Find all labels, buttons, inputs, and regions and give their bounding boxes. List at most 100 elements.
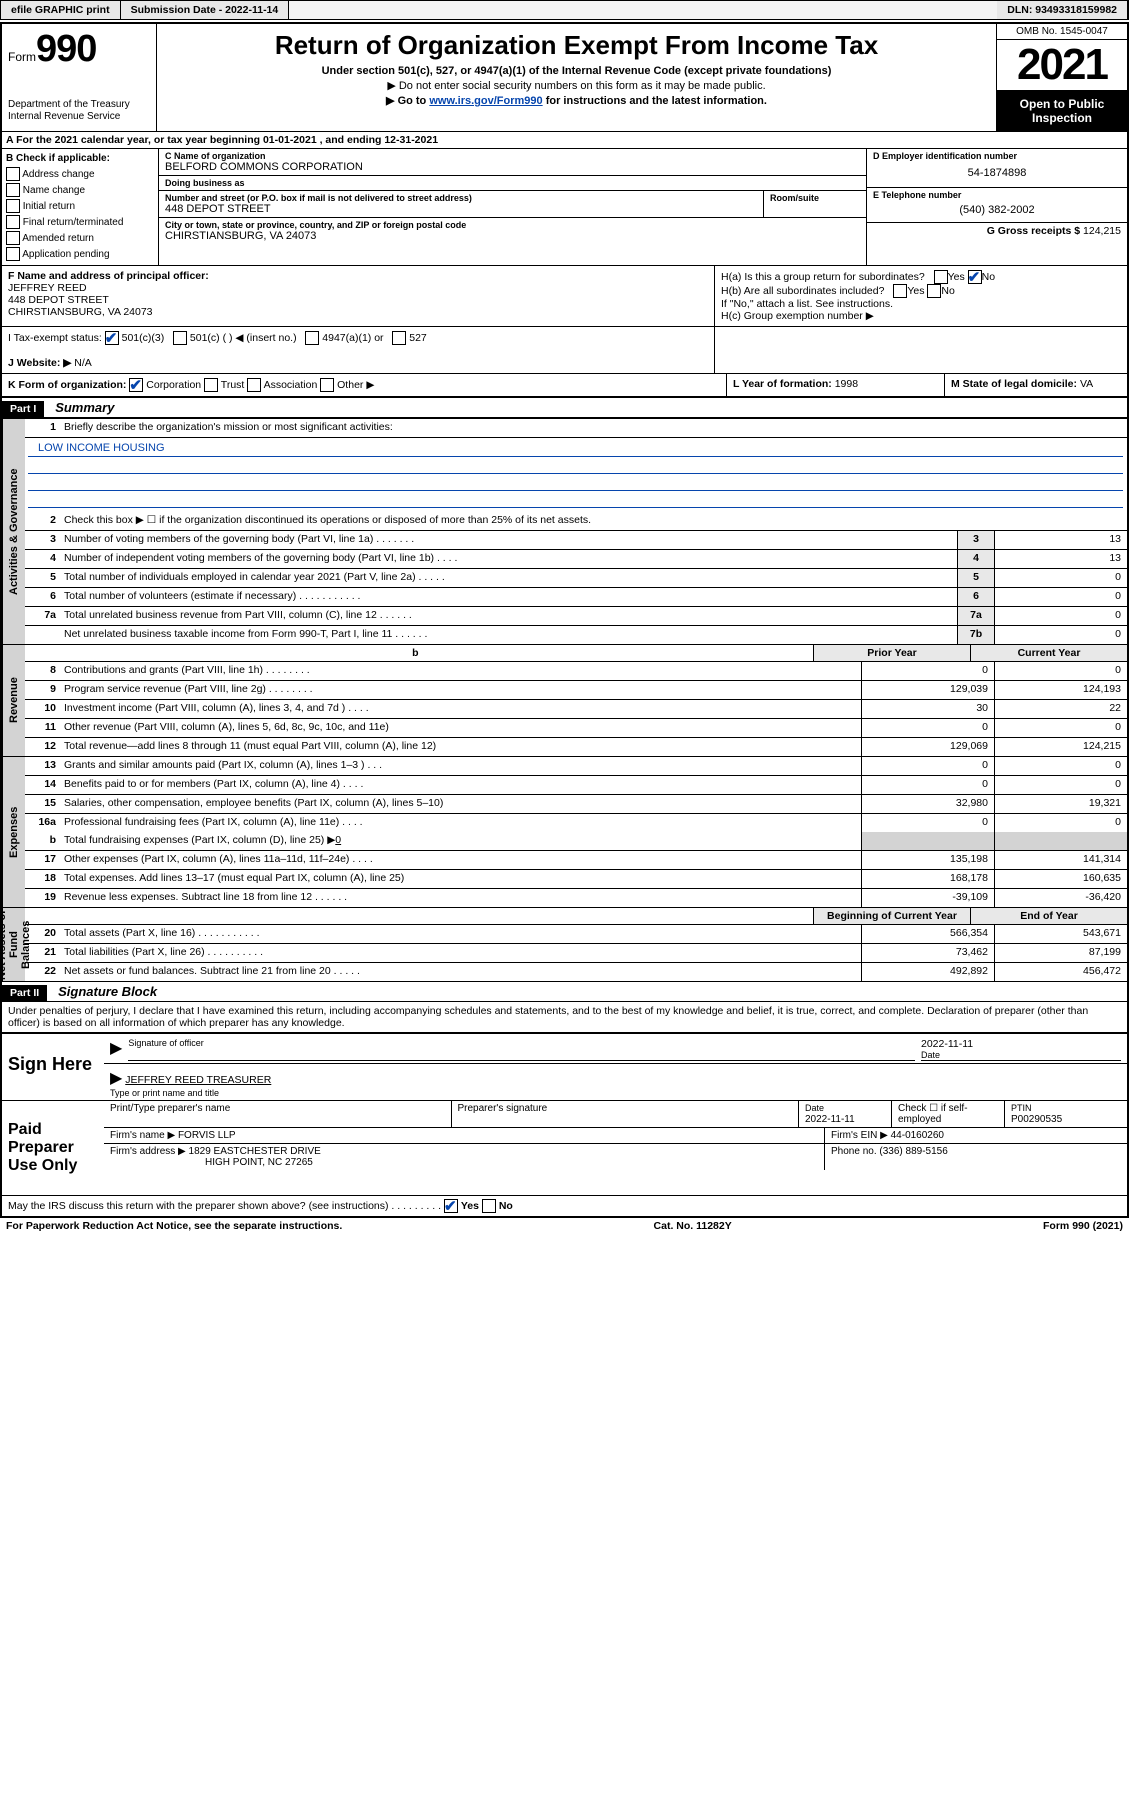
self-employed: Check ☐ if self-employed: [892, 1101, 1005, 1127]
part1-title: Summary: [47, 398, 122, 417]
name-title-label: Type or print name and title: [110, 1088, 1121, 1098]
officer-street: 448 DEPOT STREET: [8, 294, 109, 306]
discuss-row: May the IRS discuss this return with the…: [2, 1195, 1127, 1216]
assoc-checkbox[interactable]: [247, 378, 261, 392]
prep-sig-label: Preparer's signature: [452, 1101, 800, 1127]
paid-preparer-block: Paid Preparer Use Only Print/Type prepar…: [2, 1100, 1127, 1195]
trust-checkbox[interactable]: [204, 378, 218, 392]
gross-receipts-value: 124,215: [1083, 225, 1121, 237]
submission-date: Submission Date - 2022-11-14: [121, 1, 290, 19]
part2-tag: Part II: [2, 985, 47, 1001]
table-row: 16aProfessional fundraising fees (Part I…: [24, 814, 1127, 832]
sign-here-label: Sign Here: [2, 1034, 104, 1100]
table-row: 21Total liabilities (Part X, line 26) . …: [24, 944, 1127, 963]
gross-receipts-label: G Gross receipts $: [987, 225, 1080, 237]
4947-checkbox[interactable]: [305, 331, 319, 345]
state-domicile: VA: [1080, 378, 1093, 390]
row-klm: K Form of organization: Corporation Trus…: [2, 374, 1127, 397]
fundraising-total: 0: [335, 834, 341, 846]
date-label: Date: [921, 1050, 1121, 1060]
other-checkbox[interactable]: [320, 378, 334, 392]
application-pending-checkbox[interactable]: [6, 247, 20, 261]
table-row: 12Total revenue—add lines 8 through 11 (…: [24, 738, 1127, 756]
current-year-hdr: Current Year: [970, 645, 1127, 661]
firm-name: FORVIS LLP: [178, 1130, 236, 1141]
paid-preparer-label: Paid Preparer Use Only: [2, 1101, 104, 1195]
corp-checkbox[interactable]: [129, 378, 143, 392]
row-fh: F Name and address of principal officer:…: [2, 266, 1127, 327]
netassets-tab: Net Assets or Fund Balances: [2, 908, 25, 981]
subtitle-3: ▶ Go to www.irs.gov/Form990 for instruct…: [167, 94, 986, 107]
city-label: City or town, state or province, country…: [165, 220, 860, 230]
expenses-tab: Expenses: [2, 757, 25, 907]
hb-note: If "No," attach a list. See instructions…: [721, 298, 893, 310]
line2-text: Check this box ▶ ☐ if the organization d…: [60, 512, 1127, 530]
form-title-block: Return of Organization Exempt From Incom…: [157, 24, 996, 131]
officer-name: JEFFREY REED: [8, 282, 87, 294]
table-row: 11Other revenue (Part VIII, column (A), …: [24, 719, 1127, 738]
row-ij: I Tax-exempt status: 501(c)(3) 501(c) ( …: [2, 327, 1127, 374]
discuss-yes-checkbox[interactable]: [444, 1199, 458, 1213]
section-i: I Tax-exempt status: 501(c)(3) 501(c) ( …: [2, 327, 715, 373]
city-value: CHIRSTIANSBURG, VA 24073: [165, 230, 860, 242]
table-row: 9Program service revenue (Part VIII, lin…: [24, 681, 1127, 700]
irs-link[interactable]: www.irs.gov/Form990: [429, 95, 542, 107]
hb-yes-checkbox[interactable]: [893, 284, 907, 298]
table-row: 17Other expenses (Part IX, column (A), l…: [24, 851, 1127, 870]
dept-treasury: Department of the Treasury Internal Reve…: [8, 99, 148, 123]
table-row: 7aTotal unrelated business revenue from …: [24, 607, 1127, 626]
open-to-public: Open to PublicInspection: [997, 91, 1127, 131]
initial-return-checkbox[interactable]: [6, 199, 20, 213]
form-title: Return of Organization Exempt From Incom…: [167, 30, 986, 61]
form-ref: Form 990 (2021): [1043, 1220, 1123, 1232]
final-return-checkbox[interactable]: [6, 215, 20, 229]
org-name-label: C Name of organization: [165, 151, 860, 161]
part2-title: Signature Block: [50, 982, 165, 1001]
table-row: 8Contributions and grants (Part VIII, li…: [24, 662, 1127, 681]
discuss-no-checkbox[interactable]: [482, 1199, 496, 1213]
amended-return-checkbox[interactable]: [6, 231, 20, 245]
table-row: 10Investment income (Part VIII, column (…: [24, 700, 1127, 719]
501c3-checkbox[interactable]: [105, 331, 119, 345]
ha-no-checkbox[interactable]: [968, 270, 982, 284]
501c-checkbox[interactable]: [173, 331, 187, 345]
topbar: efile GRAPHIC print Submission Date - 20…: [0, 0, 1129, 20]
ha-yes-checkbox[interactable]: [934, 270, 948, 284]
table-row: 3Number of voting members of the governi…: [24, 531, 1127, 550]
paperwork-notice: For Paperwork Reduction Act Notice, see …: [6, 1220, 342, 1232]
name-change-checkbox[interactable]: [6, 183, 20, 197]
table-row: 19Revenue less expenses. Subtract line 1…: [24, 889, 1127, 907]
netassets-section: Net Assets or Fund Balances Beginning of…: [2, 907, 1127, 981]
officer-city: CHIRSTIANSBURG, VA 24073: [8, 306, 153, 318]
dln: DLN: 93493318159982: [997, 1, 1128, 19]
address-change-checkbox[interactable]: [6, 167, 20, 181]
firm-phone: (336) 889-5156: [879, 1146, 947, 1157]
sign-date: 2022-11-11: [921, 1038, 973, 1050]
table-row: 5Total number of individuals employed in…: [24, 569, 1127, 588]
hb-no-checkbox[interactable]: [927, 284, 941, 298]
caret-icon: ▶: [110, 1070, 122, 1087]
omb-year-block: OMB No. 1545-0047 2021 Open to PublicIns…: [996, 24, 1127, 131]
tel-value: (540) 382-2002: [873, 200, 1121, 220]
527-checkbox[interactable]: [392, 331, 406, 345]
efile-print-button[interactable]: efile GRAPHIC print: [1, 1, 121, 19]
begin-year-hdr: Beginning of Current Year: [813, 908, 970, 924]
column-c: C Name of organization BELFORD COMMONS C…: [159, 149, 866, 265]
street-label: Number and street (or P.O. box if mail i…: [165, 193, 757, 203]
expenses-section: Expenses 13Grants and similar amounts pa…: [2, 756, 1127, 907]
revenue-tab: Revenue: [2, 645, 25, 756]
section-f: F Name and address of principal officer:…: [2, 266, 715, 326]
firm-ein: 44-0160260: [891, 1130, 944, 1141]
column-b: B Check if applicable: Address change Na…: [2, 149, 159, 265]
form-number: 990: [36, 28, 96, 70]
perjury-declaration: Under penalties of perjury, I declare th…: [2, 1002, 1127, 1033]
row-a-tax-year: A For the 2021 calendar year, or tax yea…: [2, 132, 1127, 149]
omb-number: OMB No. 1545-0047: [997, 24, 1127, 40]
form-990: Form990 Department of the Treasury Inter…: [0, 22, 1129, 1218]
form-number-block: Form990 Department of the Treasury Inter…: [2, 24, 157, 131]
governance-tab: Activities & Governance: [2, 419, 25, 644]
caret-icon: ▶: [110, 1038, 122, 1061]
section-bcd: B Check if applicable: Address change Na…: [2, 149, 1127, 266]
part1-tag: Part I: [2, 401, 44, 417]
table-row: 6Total number of volunteers (estimate if…: [24, 588, 1127, 607]
